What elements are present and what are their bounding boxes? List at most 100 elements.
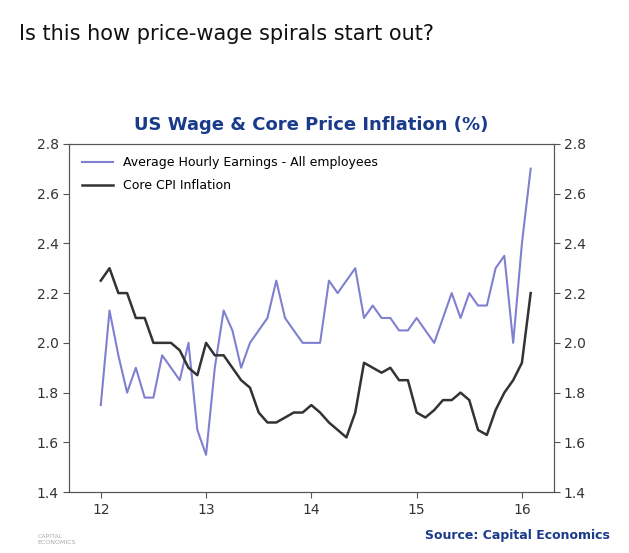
- Core CPI Inflation: [439, 397, 447, 404]
- Average Hourly Earnings - All employees: [132, 364, 140, 371]
- Core CPI Inflation: [132, 315, 140, 321]
- Core CPI Inflation: [159, 340, 166, 346]
- Core CPI Inflation: [114, 290, 122, 296]
- Average Hourly Earnings - All employees: [325, 278, 333, 284]
- Core CPI Inflation: [220, 352, 228, 359]
- Core CPI Inflation: [281, 414, 289, 421]
- Core CPI Inflation: [474, 427, 482, 434]
- Core CPI Inflation: [150, 340, 157, 346]
- Core CPI Inflation: [194, 372, 201, 378]
- Core CPI Inflation: [378, 369, 386, 376]
- Core CPI Inflation: [316, 409, 324, 416]
- Average Hourly Earnings - All employees: [483, 302, 491, 309]
- Average Hourly Earnings - All employees: [527, 165, 535, 172]
- Average Hourly Earnings - All employees: [448, 290, 455, 296]
- Core CPI Inflation: [211, 352, 219, 359]
- Average Hourly Earnings - All employees: [167, 364, 175, 371]
- Average Hourly Earnings - All employees: [387, 315, 394, 321]
- Average Hourly Earnings - All employees: [369, 302, 377, 309]
- Average Hourly Earnings - All employees: [308, 340, 315, 346]
- Average Hourly Earnings - All employees: [509, 340, 517, 346]
- Average Hourly Earnings - All employees: [395, 327, 403, 334]
- Average Hourly Earnings - All employees: [281, 315, 289, 321]
- Average Hourly Earnings - All employees: [360, 315, 368, 321]
- Core CPI Inflation: [492, 407, 499, 414]
- Average Hourly Earnings - All employees: [150, 394, 157, 401]
- Average Hourly Earnings - All employees: [176, 377, 184, 384]
- Average Hourly Earnings - All employees: [501, 252, 508, 259]
- Average Hourly Earnings - All employees: [272, 278, 280, 284]
- Core CPI Inflation: [430, 407, 438, 414]
- Line: Core CPI Inflation: Core CPI Inflation: [101, 268, 531, 437]
- Average Hourly Earnings - All employees: [421, 327, 429, 334]
- Core CPI Inflation: [387, 364, 394, 371]
- Core CPI Inflation: [369, 364, 377, 371]
- Core CPI Inflation: [395, 377, 403, 384]
- Core CPI Inflation: [308, 401, 315, 408]
- Average Hourly Earnings - All employees: [343, 278, 350, 284]
- Core CPI Inflation: [360, 359, 368, 366]
- Average Hourly Earnings - All employees: [457, 315, 464, 321]
- Core CPI Inflation: [509, 377, 517, 384]
- Average Hourly Earnings - All employees: [237, 364, 245, 371]
- Core CPI Inflation: [457, 389, 464, 396]
- Average Hourly Earnings - All employees: [246, 340, 253, 346]
- Core CPI Inflation: [421, 414, 429, 421]
- Core CPI Inflation: [255, 409, 262, 416]
- Average Hourly Earnings - All employees: [211, 364, 219, 371]
- Average Hourly Earnings - All employees: [194, 427, 201, 434]
- Core CPI Inflation: [404, 377, 411, 384]
- Core CPI Inflation: [352, 409, 359, 416]
- Core CPI Inflation: [334, 427, 342, 434]
- Average Hourly Earnings - All employees: [185, 340, 192, 346]
- Core CPI Inflation: [123, 290, 131, 296]
- Core CPI Inflation: [325, 419, 333, 426]
- Core CPI Inflation: [176, 347, 184, 354]
- Average Hourly Earnings - All employees: [378, 315, 386, 321]
- Line: Average Hourly Earnings - All employees: Average Hourly Earnings - All employees: [101, 169, 531, 455]
- Core CPI Inflation: [141, 315, 148, 321]
- Core CPI Inflation: [264, 419, 271, 426]
- Core CPI Inflation: [106, 265, 113, 272]
- Average Hourly Earnings - All employees: [518, 240, 526, 247]
- Title: US Wage & Core Price Inflation (%): US Wage & Core Price Inflation (%): [134, 116, 489, 134]
- Average Hourly Earnings - All employees: [299, 340, 306, 346]
- Average Hourly Earnings - All employees: [474, 302, 482, 309]
- Core CPI Inflation: [185, 364, 192, 371]
- Average Hourly Earnings - All employees: [228, 327, 236, 334]
- Core CPI Inflation: [237, 377, 245, 384]
- Text: Is this how price-wage spirals start out?: Is this how price-wage spirals start out…: [19, 24, 434, 44]
- Core CPI Inflation: [203, 340, 210, 346]
- Average Hourly Earnings - All employees: [114, 352, 122, 359]
- Average Hourly Earnings - All employees: [123, 389, 131, 396]
- Average Hourly Earnings - All employees: [255, 327, 262, 334]
- Core CPI Inflation: [272, 419, 280, 426]
- Average Hourly Earnings - All employees: [404, 327, 411, 334]
- Average Hourly Earnings - All employees: [106, 307, 113, 314]
- Core CPI Inflation: [228, 364, 236, 371]
- Core CPI Inflation: [483, 431, 491, 438]
- Core CPI Inflation: [465, 397, 473, 404]
- Core CPI Inflation: [448, 397, 455, 404]
- Average Hourly Earnings - All employees: [203, 451, 210, 458]
- Average Hourly Earnings - All employees: [97, 401, 104, 408]
- Average Hourly Earnings - All employees: [220, 307, 228, 314]
- Average Hourly Earnings - All employees: [141, 394, 148, 401]
- Core CPI Inflation: [518, 359, 526, 366]
- Average Hourly Earnings - All employees: [334, 290, 342, 296]
- Core CPI Inflation: [290, 409, 298, 416]
- Average Hourly Earnings - All employees: [159, 352, 166, 359]
- Average Hourly Earnings - All employees: [352, 265, 359, 272]
- Text: CAPITAL
ECONOMICS: CAPITAL ECONOMICS: [38, 534, 76, 545]
- Average Hourly Earnings - All employees: [492, 265, 499, 272]
- Text: Source: Capital Economics: Source: Capital Economics: [425, 529, 610, 542]
- Core CPI Inflation: [299, 409, 306, 416]
- Legend: Average Hourly Earnings - All employees, Core CPI Inflation: Average Hourly Earnings - All employees,…: [75, 150, 384, 199]
- Core CPI Inflation: [97, 278, 104, 284]
- Core CPI Inflation: [501, 389, 508, 396]
- Average Hourly Earnings - All employees: [439, 315, 447, 321]
- Core CPI Inflation: [413, 409, 420, 416]
- Core CPI Inflation: [246, 384, 253, 391]
- Average Hourly Earnings - All employees: [290, 327, 298, 334]
- Core CPI Inflation: [167, 340, 175, 346]
